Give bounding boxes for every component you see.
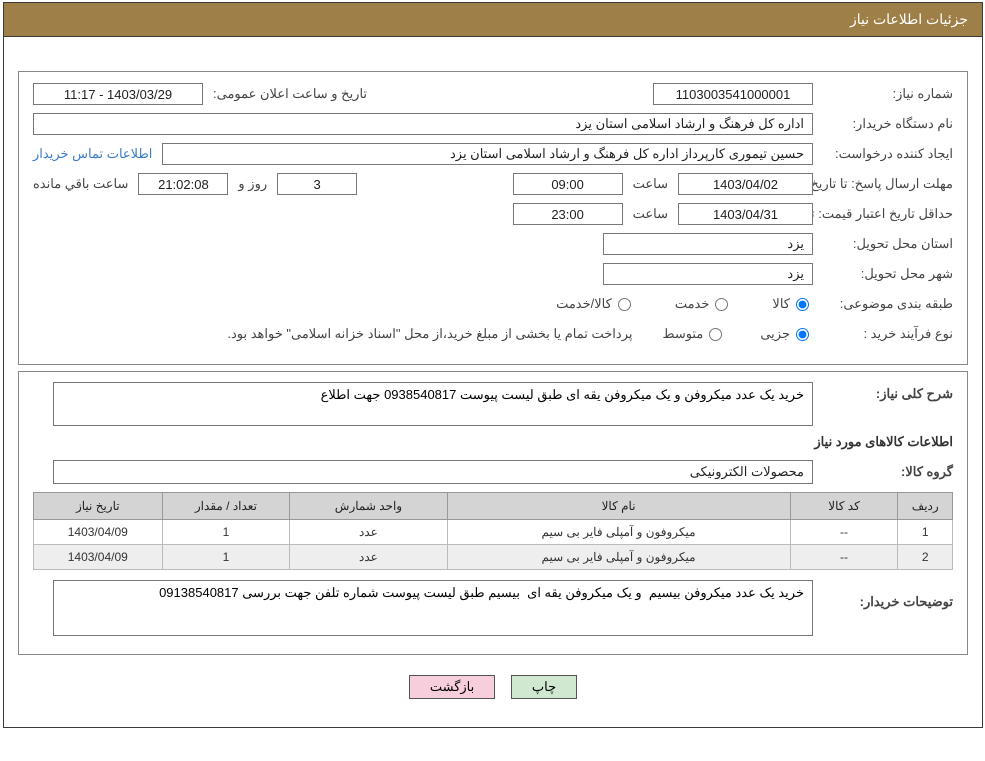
buyer-contact-link[interactable]: اطلاعات تماس خریدار	[33, 146, 152, 162]
cell-unit: عدد	[290, 545, 447, 570]
cell-name: میکروفون و آمپلی فایر بی سیم	[447, 545, 790, 570]
cell-unit: عدد	[290, 520, 447, 545]
radio-minor[interactable]	[796, 328, 809, 341]
back-button[interactable]: بازگشت	[409, 675, 495, 699]
th-date: تاریخ نیاز	[34, 493, 163, 520]
radio-service[interactable]	[715, 298, 728, 311]
city-input[interactable]	[603, 263, 813, 285]
th-idx: ردیف	[898, 493, 953, 520]
label-buyer-notes: توضیحات خریدار:	[813, 580, 953, 610]
label-goods-group: گروه کالا:	[813, 464, 953, 480]
label-time-2: ساعت	[633, 206, 668, 222]
radio-medium[interactable]	[709, 328, 722, 341]
opt-minor: جزیی	[760, 326, 790, 342]
table-row: 1 -- میکروفون و آمپلی فایر بی سیم عدد 1 …	[34, 520, 953, 545]
label-purchase-type: نوع فرآیند خرید :	[813, 326, 953, 342]
opt-goods: کالا	[772, 296, 790, 312]
buyer-notes-textarea[interactable]	[53, 580, 813, 636]
cell-date: 1403/04/09	[34, 545, 163, 570]
print-button[interactable]: چاپ	[511, 675, 577, 699]
announce-datetime-input[interactable]	[33, 83, 203, 105]
days-left-input[interactable]	[277, 173, 357, 195]
table-row: 2 -- میکروفون و آمپلی فایر بی سیم عدد 1 …	[34, 545, 953, 570]
radio-goods[interactable]	[796, 298, 809, 311]
cell-code: --	[790, 520, 898, 545]
page-title-bar: جزئیات اطلاعات نیاز	[4, 3, 982, 37]
label-province: استان محل تحویل:	[813, 236, 953, 252]
label-days-and: روز و	[238, 176, 267, 192]
header-spacer	[4, 37, 982, 65]
items-table: ردیف کد کالا نام کالا واحد شمارش تعداد /…	[33, 492, 953, 570]
validity-time-input[interactable]	[513, 203, 623, 225]
goods-group-input[interactable]	[53, 460, 813, 484]
cell-idx: 2	[898, 545, 953, 570]
buyer-org-input[interactable]	[33, 113, 813, 135]
items-info-heading: اطلاعات کالاهای مورد نیاز	[33, 434, 953, 450]
opt-service: خدمت	[675, 296, 710, 312]
label-time-1: ساعت	[633, 176, 668, 192]
need-no-input[interactable]	[653, 83, 813, 105]
label-subject-cat: طبقه بندی موضوعی:	[813, 296, 953, 312]
opt-both: کالا/خدمت	[556, 296, 612, 312]
cell-name: میکروفون و آمپلی فایر بی سیم	[447, 520, 790, 545]
deadline-time-input[interactable]	[513, 173, 623, 195]
th-name: نام کالا	[447, 493, 790, 520]
label-remain: ساعت باقي مانده	[33, 176, 128, 192]
th-unit: واحد شمارش	[290, 493, 447, 520]
th-code: کد کالا	[790, 493, 898, 520]
th-qty: تعداد / مقدار	[162, 493, 290, 520]
details-panel: شماره نیاز: تاریخ و ساعت اعلان عمومی: نا…	[18, 71, 968, 365]
need-summary-textarea[interactable]	[53, 382, 813, 426]
label-deadline: مهلت ارسال پاسخ: تا تاریخ:	[813, 177, 953, 191]
label-validity: حداقل تاریخ اعتبار قیمت: تا تاریخ:	[813, 207, 953, 221]
cell-date: 1403/04/09	[34, 520, 163, 545]
radio-both[interactable]	[618, 298, 631, 311]
payment-note: پرداخت تمام یا بخشی از مبلغ خرید،از محل …	[227, 326, 632, 342]
time-left-input[interactable]	[138, 173, 228, 195]
validity-date-input[interactable]	[678, 203, 813, 225]
cell-qty: 1	[162, 520, 290, 545]
footer-buttons: چاپ بازگشت	[4, 661, 982, 727]
province-input[interactable]	[603, 233, 813, 255]
page-title: جزئیات اطلاعات نیاز	[850, 11, 968, 27]
label-buyer-org: نام دستگاه خریدار:	[813, 116, 953, 132]
cell-qty: 1	[162, 545, 290, 570]
label-need-summary: شرح کلی نیاز:	[813, 382, 953, 402]
cell-code: --	[790, 545, 898, 570]
opt-medium: متوسط	[662, 326, 703, 342]
items-panel: شرح کلی نیاز: اطلاعات کالاهای مورد نیاز …	[18, 371, 968, 655]
cell-idx: 1	[898, 520, 953, 545]
requester-input[interactable]	[162, 143, 813, 165]
label-requester: ایجاد کننده درخواست:	[813, 146, 953, 162]
label-announce: تاریخ و ساعت اعلان عمومی:	[213, 86, 367, 102]
deadline-date-input[interactable]	[678, 173, 813, 195]
label-city: شهر محل تحویل:	[813, 266, 953, 282]
label-need-no: شماره نیاز:	[813, 86, 953, 102]
